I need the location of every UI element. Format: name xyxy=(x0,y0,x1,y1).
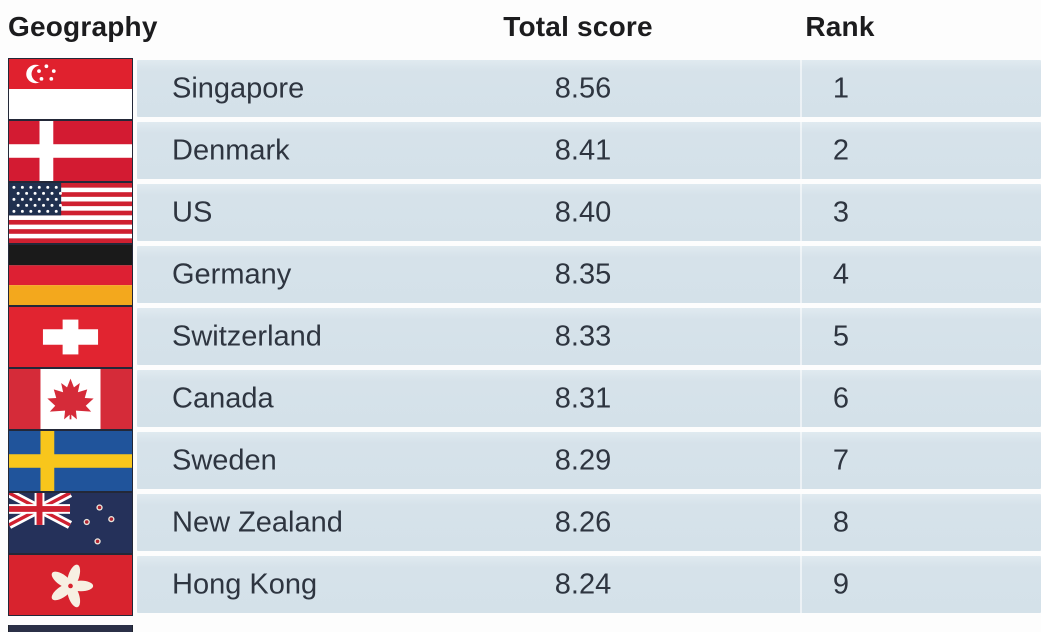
column-seam xyxy=(800,370,802,427)
flag-hong-kong-icon xyxy=(8,554,133,616)
flag-us-icon xyxy=(8,182,133,244)
table-row: New Zealand 8.26 8 xyxy=(0,492,1041,554)
rank-value: 9 xyxy=(832,568,850,600)
table-body: Singapore 8.56 1 Denmark 8.41 2 US 8.40 3 Germany… xyxy=(0,58,1041,618)
country-name: New Zealand xyxy=(172,506,343,538)
country-name: Sweden xyxy=(172,444,277,476)
column-seam xyxy=(800,494,802,551)
rank-value: 1 xyxy=(832,72,850,104)
rank-value: 5 xyxy=(832,320,850,352)
flag-new-zealand-icon xyxy=(8,492,133,554)
flag-denmark-icon xyxy=(8,120,133,182)
row-band: Germany 8.35 4 xyxy=(137,246,1041,303)
country-name: Denmark xyxy=(172,134,290,166)
table-row: Switzerland 8.33 5 xyxy=(0,306,1041,368)
row-band: Sweden 8.29 7 xyxy=(137,432,1041,489)
country-name: Switzerland xyxy=(172,320,322,352)
column-seam xyxy=(800,308,802,365)
column-seam xyxy=(800,556,802,613)
rank-value: 7 xyxy=(832,444,850,476)
total-score-value: 8.24 xyxy=(554,568,612,600)
column-seam xyxy=(800,246,802,303)
column-seam xyxy=(800,432,802,489)
row-band: Denmark 8.41 2 xyxy=(137,122,1041,179)
column-header-geography: Geography xyxy=(8,11,158,42)
table-row: Sweden 8.29 7 xyxy=(0,430,1041,492)
row-band: Singapore 8.56 1 xyxy=(137,60,1041,117)
table-row: Denmark 8.41 2 xyxy=(0,120,1041,182)
table-header-row: Geography Total score Rank xyxy=(0,0,1041,58)
table-row: Germany 8.35 4 xyxy=(0,244,1041,306)
flag-sweden-icon xyxy=(8,430,133,492)
rank-value: 3 xyxy=(832,196,850,228)
country-name: Germany xyxy=(172,258,292,290)
table-row: Canada 8.31 6 xyxy=(0,368,1041,430)
flag-singapore-icon xyxy=(8,58,133,120)
row-band: New Zealand 8.26 8 xyxy=(137,494,1041,551)
flag-canada-icon xyxy=(8,368,133,430)
row-band: Hong Kong 8.24 9 xyxy=(137,556,1041,613)
flag-germany-icon xyxy=(8,244,133,306)
rank-value: 8 xyxy=(832,506,850,538)
table-row: Hong Kong 8.24 9 xyxy=(0,554,1041,616)
total-score-value: 8.26 xyxy=(554,506,612,538)
total-score-value: 8.31 xyxy=(554,382,612,414)
row-band: US 8.40 3 xyxy=(137,184,1041,241)
total-score-value: 8.56 xyxy=(554,72,612,104)
rank-value: 2 xyxy=(832,134,850,166)
country-name: Canada xyxy=(172,382,274,414)
total-score-value: 8.41 xyxy=(554,134,612,166)
total-score-value: 8.40 xyxy=(554,196,612,228)
next-flag-partial-icon xyxy=(8,625,133,632)
country-name: US xyxy=(172,196,213,228)
country-name: Hong Kong xyxy=(172,568,318,600)
country-name: Singapore xyxy=(172,72,305,104)
row-band: Canada 8.31 6 xyxy=(137,370,1041,427)
flag-switzerland-icon xyxy=(8,306,133,368)
rank-value: 6 xyxy=(832,382,850,414)
total-score-value: 8.29 xyxy=(554,444,612,476)
column-header-rank: Rank xyxy=(805,11,875,42)
rank-value: 4 xyxy=(832,258,850,290)
table-row: Singapore 8.56 1 xyxy=(0,58,1041,120)
total-score-value: 8.33 xyxy=(554,320,612,352)
column-seam xyxy=(800,184,802,241)
row-band: Switzerland 8.33 5 xyxy=(137,308,1041,365)
table-row: US 8.40 3 xyxy=(0,182,1041,244)
total-score-value: 8.35 xyxy=(554,258,612,290)
column-seam xyxy=(800,122,802,179)
column-seam xyxy=(800,60,802,117)
column-header-total-score: Total score xyxy=(503,11,653,42)
